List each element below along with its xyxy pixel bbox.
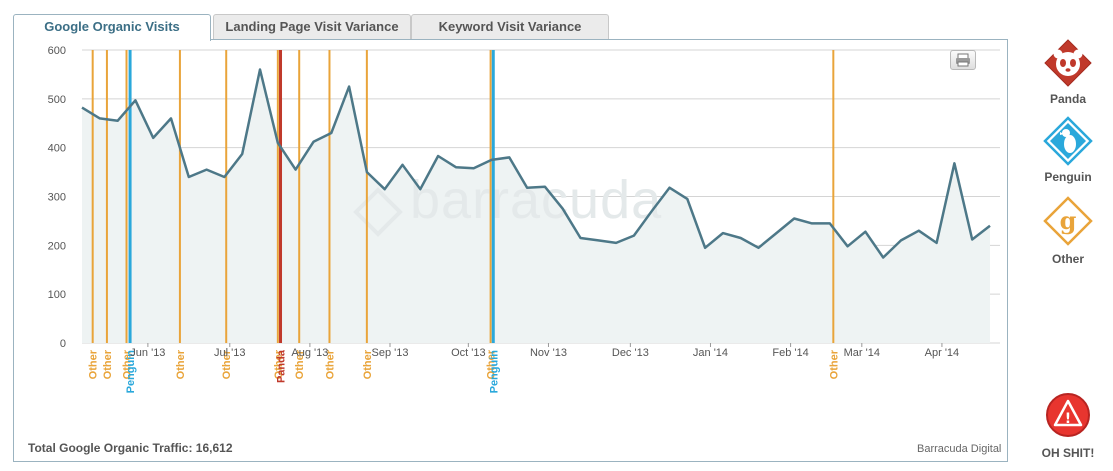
legend-other-label: Other	[1051, 252, 1084, 266]
x-tick-label: Sep '13	[372, 347, 409, 359]
event-label-other: Other	[88, 349, 100, 379]
series-line	[81, 68, 991, 259]
x-tick-label: Jan '14	[693, 347, 728, 359]
event-label-penguin: Penguin	[125, 350, 137, 394]
y-tick-label: 400	[48, 143, 66, 155]
y-tick-label: 300	[48, 192, 66, 204]
other-g-icon: g	[1043, 196, 1093, 246]
oh-shit-button[interactable]: ! OH SHIT!	[1033, 392, 1103, 460]
event-label-other: Other	[221, 349, 233, 379]
y-tick-label: 500	[48, 94, 66, 106]
event-label-other: Other	[294, 349, 306, 379]
legend-panda[interactable]: Panda	[1033, 38, 1103, 106]
print-button[interactable]	[950, 50, 976, 70]
x-tick-label: Jul '13	[214, 347, 245, 359]
y-tick-label: 600	[48, 45, 66, 57]
x-tick-label: Aug '13	[291, 347, 328, 359]
event-label-other: Other	[828, 349, 840, 379]
tab-google-organic-visits[interactable]: Google Organic Visits	[13, 14, 211, 41]
event-label-panda: Panda	[276, 349, 288, 383]
tab-landing-page-visit-variance[interactable]: Landing Page Visit Variance	[213, 14, 411, 39]
legend-panda-label: Panda	[1049, 92, 1086, 106]
legend-other[interactable]: g Other	[1033, 196, 1103, 266]
alert-icon: !	[1046, 393, 1090, 437]
event-label-other: Other	[102, 349, 114, 379]
event-label-other: Other	[175, 349, 187, 379]
penguin-icon	[1043, 116, 1093, 166]
event-label-other: Other	[324, 349, 336, 379]
printer-icon	[956, 53, 970, 67]
panda-icon	[1044, 39, 1092, 87]
watermark-logo	[353, 187, 403, 237]
x-tick-label: Feb '14	[772, 347, 808, 359]
event-label-penguin: Penguin	[488, 350, 500, 394]
x-tick-label: Dec '13	[612, 347, 649, 359]
watermark-text: barracuda	[410, 170, 662, 230]
tab-keyword-visit-variance[interactable]: Keyword Visit Variance	[411, 14, 609, 39]
x-tick-label: Oct '13	[451, 347, 486, 359]
svg-text:g: g	[1060, 206, 1077, 235]
x-tick-label: Mar '14	[844, 347, 880, 359]
legend-penguin-label: Penguin	[1044, 170, 1092, 184]
event-label-other: Other	[362, 349, 374, 379]
total-traffic-label: Total Google Organic Traffic: 16,612	[28, 441, 233, 455]
y-tick-label: 100	[48, 289, 66, 301]
event-label-other: Other	[273, 349, 285, 379]
y-tick-label: 0	[60, 338, 66, 350]
credit-label: Barracuda Digital	[917, 443, 1002, 455]
legend-penguin[interactable]: Penguin	[1033, 116, 1103, 184]
oh-shit-label: OH SHIT!	[1041, 446, 1095, 460]
y-tick-label: 200	[48, 240, 66, 252]
event-label-other: Other	[486, 349, 498, 379]
x-tick-label: Apr '14	[925, 347, 960, 359]
x-tick-label: Nov '13	[530, 347, 567, 359]
x-tick-label: Jun '13	[130, 347, 165, 359]
event-label-other: Other	[122, 349, 134, 379]
area-fill	[82, 69, 990, 343]
svg-text:!: !	[1065, 411, 1071, 427]
